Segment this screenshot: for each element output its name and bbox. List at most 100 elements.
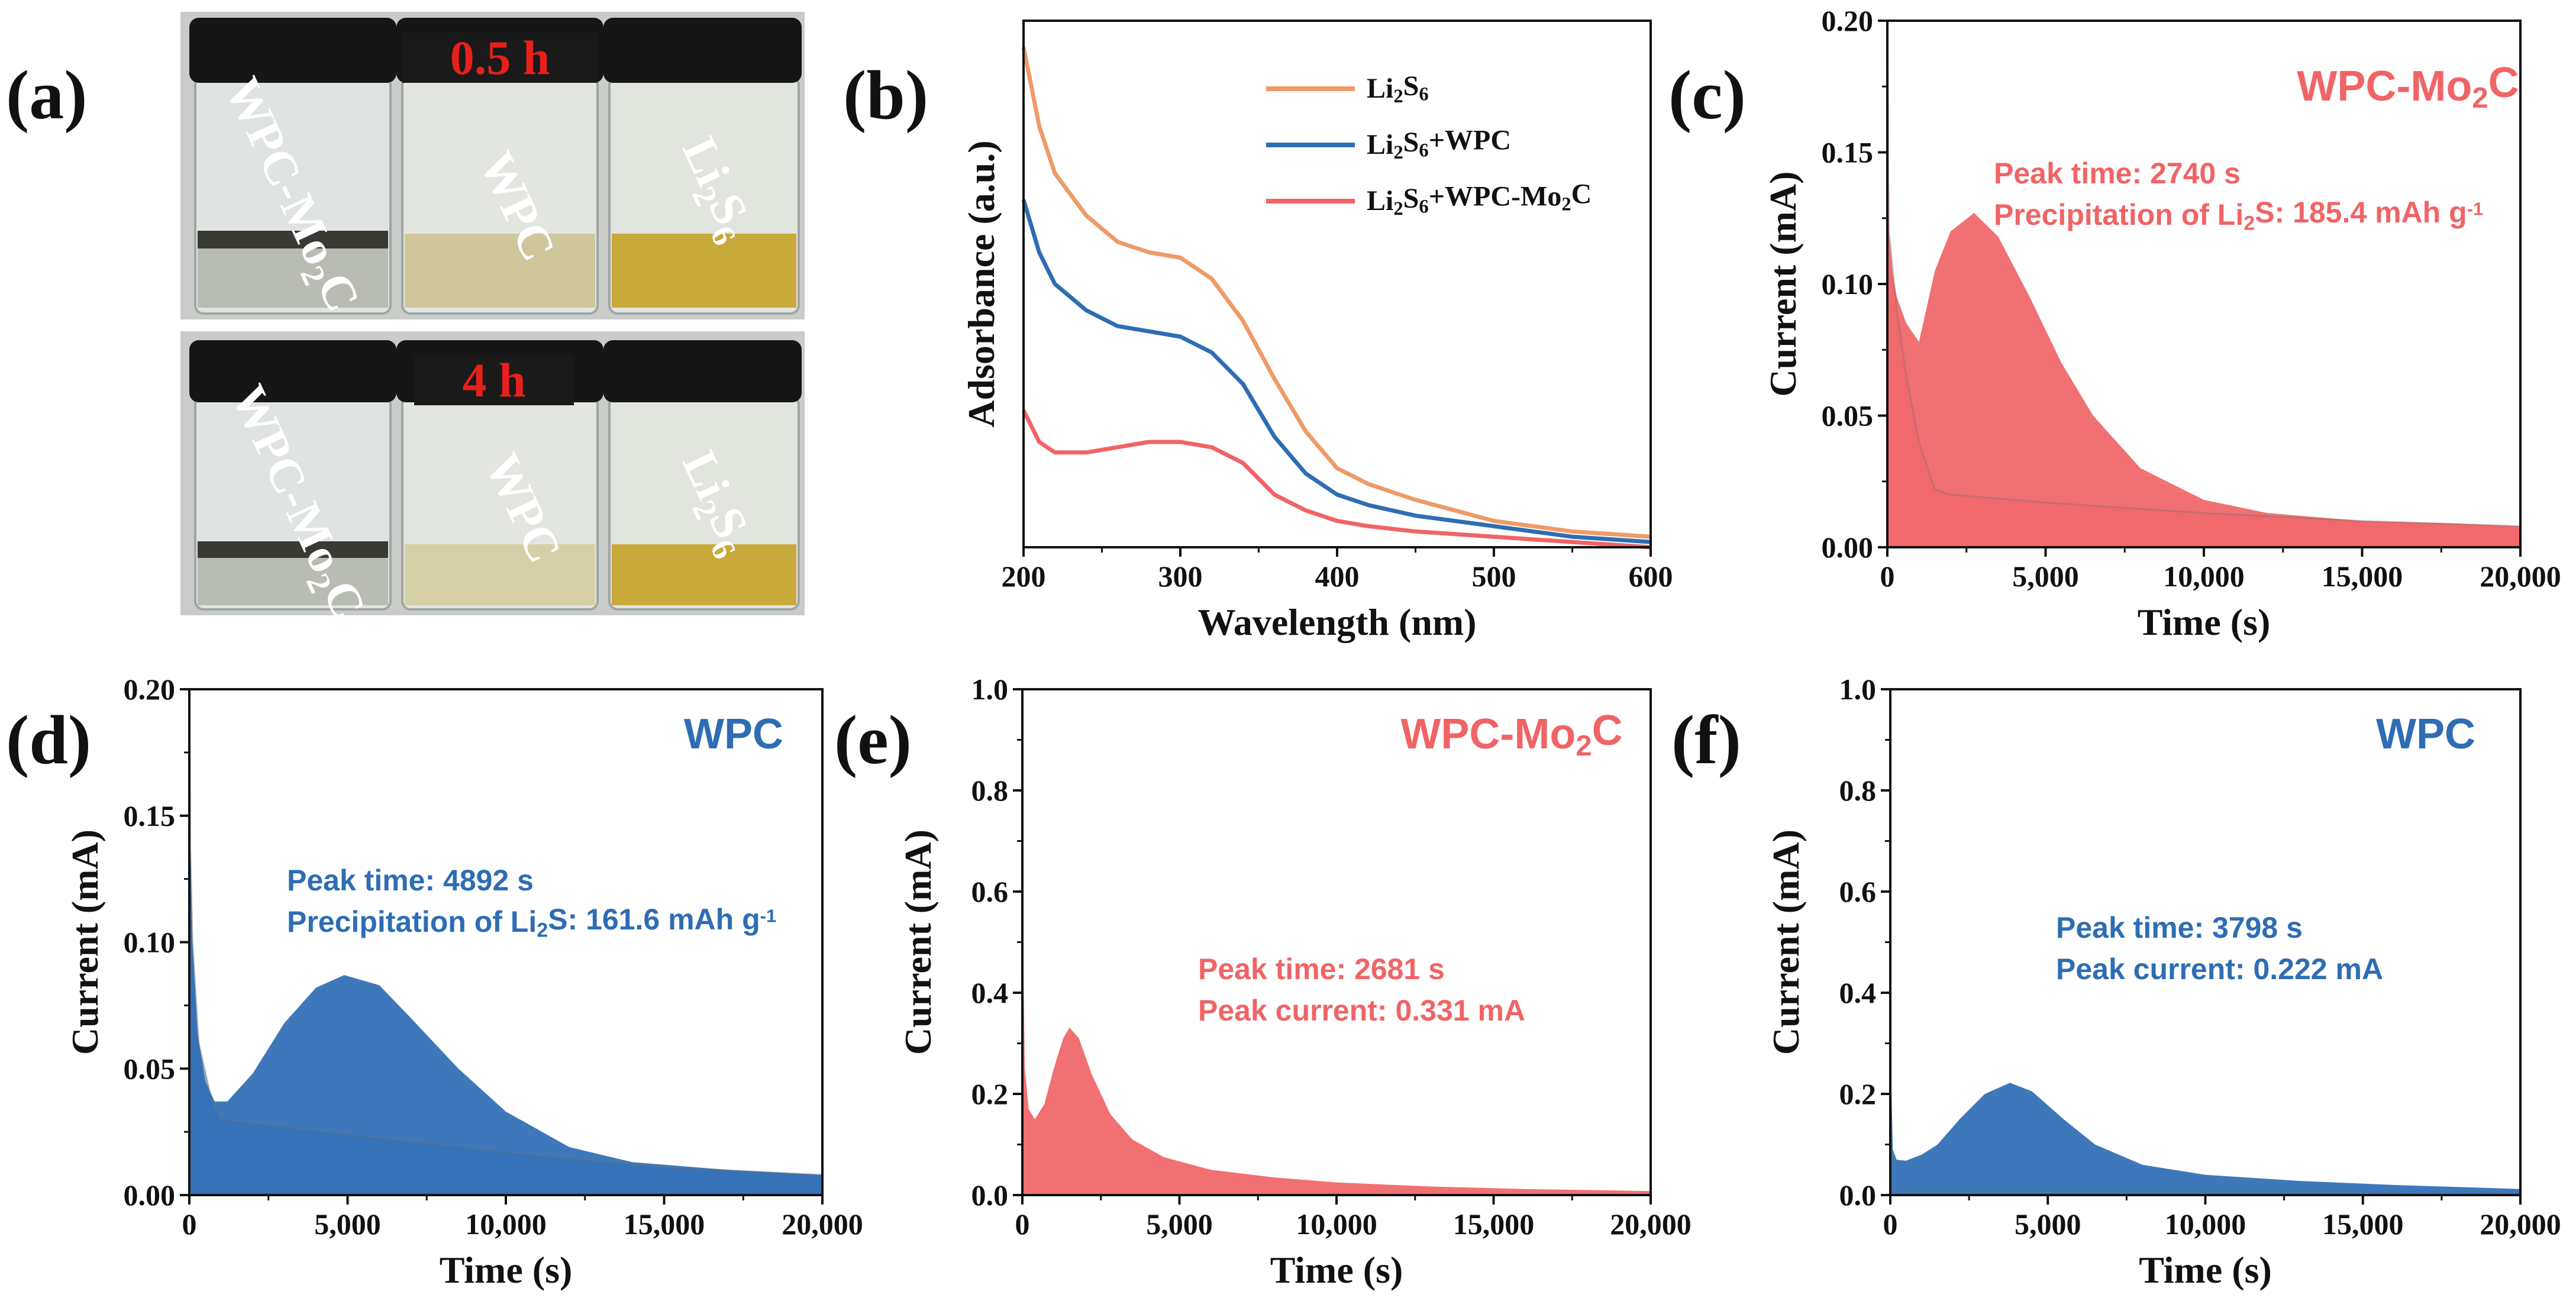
x-axis-label: Time (s) [2139,1249,2272,1291]
time-label-bottom: 4 h [462,353,525,407]
y-tick-label: 0.20 [1822,4,1874,37]
panel-d-label: (d) [6,701,91,779]
panel-a: (a) 0.5 h WPC-Mo2C WPC Li2S6 [6,12,805,630]
x-axis-label: Time (s) [1270,1249,1403,1291]
y-tick-label: 0.8 [971,774,1009,807]
x-tick-label: 5,000 [314,1208,381,1241]
annotation-1: Peak time: 3798 s [2056,911,2303,944]
vial-bottom-3-liquid [612,544,796,605]
y-tick-label: 0.00 [124,1179,176,1212]
annotation-1: Peak time: 2740 s [1994,157,2241,190]
y-tick-label: 0.0 [1839,1179,1877,1212]
x-tick-label: 20,000 [2480,1208,2561,1241]
chart-f: (f) 0 5,000 10,000 15,000 20,000 0.0 0.2 0.4 0.6 0… [1671,673,2561,1291]
y-tick-label: 0.05 [1822,399,1874,432]
vial-top-1-sediment [198,231,388,248]
y-tick-label: 0.15 [1822,136,1874,169]
x-axis-label: Time (s) [440,1249,573,1291]
current-area [189,689,822,1195]
current-area [1887,21,2520,547]
panel-f-label: (f) [1671,701,1741,779]
photo-top: 0.5 h WPC-Mo2C WPC Li2S6 [180,12,805,322]
y-axis-label: Current (mA) [64,829,106,1055]
photo-bottom: 4 h WPC-Mo2C WPC Li2S6 [180,331,805,630]
x-tick-label: 5,000 [1146,1208,1213,1241]
y-tick-label: 0.05 [124,1052,176,1085]
x-tick-label: 0 [182,1208,197,1241]
y-tick-label: 0.10 [1822,267,1874,301]
panel-e-label: (e) [834,701,912,779]
x-tick-label: 300 [1158,560,1203,593]
x-axis-label: Time (s) [2138,601,2271,643]
x-tick-label: 5,000 [2012,560,2079,593]
panel-b-label: (b) [843,56,928,134]
vial-top-2-liquid [405,234,595,308]
annotation-2: Precipitation of Li2S: 185.4 mAh g-1 [1994,196,2483,235]
y-axis-label: Current (mA) [1765,829,1807,1055]
annotation-2: Precipitation of Li2S: 161.6 mAh g-1 [287,903,776,942]
x-tick-label: 0 [1883,1208,1898,1241]
chart-title: WPC [2376,711,2475,758]
vial-bottom-3-cap [603,340,802,402]
chart-b: (b) Li2S6 Li2S6+WPC Li2S6+WPC-Mo2C 200 300 400… [843,20,1673,643]
y-axis-label: Current (mA) [897,829,939,1055]
vial-bottom-2-liquid [405,544,595,605]
vial-top-1-cap [189,18,396,83]
vial-top-3-cap [603,18,802,83]
x-tick-label: 10,000 [2163,560,2245,593]
vial-top-1-liquid [198,248,388,308]
time-label-top: 0.5 h [450,31,550,85]
baseline-line [188,689,823,1176]
series-line-3 [1021,409,1651,550]
y-tick-label: 0.4 [1839,976,1877,1009]
charts: (b) Li2S6 Li2S6+WPC Li2S6+WPC-Mo2C 200 300 400… [6,4,2561,1291]
y-tick-label: 0.20 [124,673,176,706]
x-tick-label: 20,000 [2480,560,2561,593]
x-axis-label: Wavelength (nm) [1197,601,1476,643]
y-tick-label: 0.6 [971,875,1009,908]
y-tick-label: 1.0 [1839,673,1877,706]
annotation-2: Peak current: 0.222 mA [2056,953,2383,986]
x-tick-label: 15,000 [624,1208,705,1241]
time-label-bottom-box [414,355,574,405]
x-tick-label: 15,000 [2322,1208,2404,1241]
baseline-area [189,689,822,1195]
y-tick-label: 0.00 [1822,531,1874,564]
chart-c: (c) 0 5,000 10,000 15,000 20,000 0.00 0.05 0.10 0… [1668,4,2561,643]
x-tick-label: 20,000 [1610,1208,1691,1241]
plot-frame [1021,688,1652,1196]
baseline-area [1887,21,2520,547]
x-tick-label: 5,000 [2015,1208,2081,1241]
x-tick-label: 15,000 [2322,560,2403,593]
x-tick-label: 10,000 [2165,1208,2246,1241]
vial-bottom-1-liquid [198,558,388,605]
x-tick-label: 400 [1315,560,1360,593]
y-tick-label: 0.0 [971,1179,1009,1212]
time-label-top-box [402,33,598,83]
y-tick-label: 0.10 [124,926,176,959]
x-tick-label: 600 [1629,560,1673,593]
x-tick-label: 10,000 [465,1208,547,1241]
legend-label-3: Li2S6+WPC-Mo2C [1367,178,1592,219]
y-axis-label: Current (mA) [1762,172,1804,397]
chart-title: WPC-Mo2C [2297,59,2519,114]
annotation-1: Peak time: 2681 s [1198,953,1445,986]
y-tick-label: 1.0 [971,673,1009,706]
legend-label-2: Li2S6+WPC [1367,124,1511,163]
x-tick-label: 200 [1002,560,1046,593]
y-tick-label: 0.6 [1839,875,1877,908]
x-tick-label: 0 [1015,1208,1030,1241]
series-line-2 [1021,199,1651,544]
baseline-line [1886,20,2521,527]
chart-title: WPC [684,711,783,758]
legend-label-1: Li2S6 [1367,70,1429,107]
x-tick-label: 15,000 [1453,1208,1535,1241]
annotation-2: Peak current: 0.331 mA [1198,994,1525,1027]
panel-a-label: (a) [6,56,88,134]
series-line-1 [1021,46,1651,539]
chart-title: WPC-Mo2C [1400,707,1622,762]
x-tick-label: 500 [1472,560,1516,593]
y-tick-label: 0.2 [971,1077,1009,1110]
x-tick-label: 0 [1880,560,1895,593]
